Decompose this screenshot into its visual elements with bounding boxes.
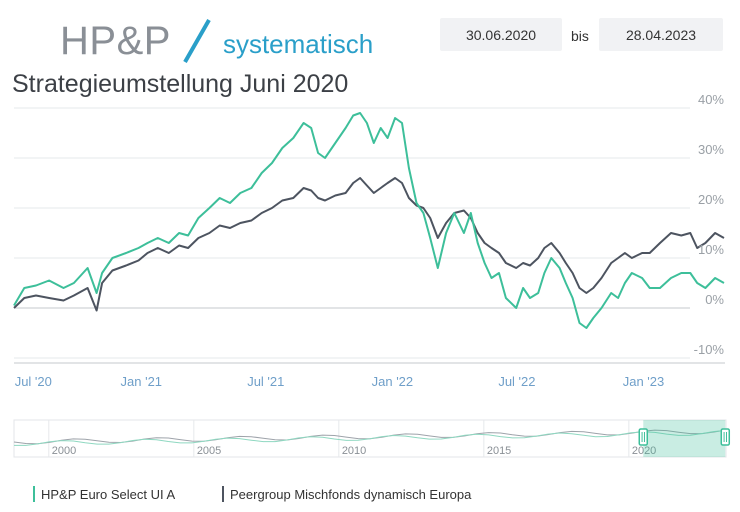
y-tick-label: 20% [698,192,724,207]
legend-item-peergroup[interactable]: Peergroup Mischfonds dynamisch Europa [222,486,471,502]
start-date-input[interactable]: 30.06.2020 [440,18,562,51]
page-title: Strategieumstellung Juni 2020 [12,70,349,98]
grid [14,107,690,359]
x-tick-label: Jan '21 [121,374,163,389]
legend-swatch-peergroup [222,486,224,502]
logo-subtitle: systematisch [222,29,374,59]
navigator-tick-label: 2000 [52,445,76,457]
navigator-tick-label: 2010 [342,445,366,457]
y-tick-label: 30% [698,142,724,157]
x-axis: Jul '20 Jan '21 Jul '21 Jan '22 Jul '22 Jan '… [14,362,725,389]
navigator-tick-label: 2005 [197,445,221,457]
end-date-input[interactable]: 28.04.2023 [599,18,723,51]
navigator-content: 2000 2005 2010 2015 2020 [13,419,731,458]
navigator-handle-right[interactable] [720,428,731,446]
y-tick-label: 10% [698,242,724,257]
logo-brand: HP&P [60,19,171,63]
y-axis: 40% 30% 20% 10% 0% -10% [694,95,725,357]
legend-label-fund: HP&P Euro Select UI A [41,486,176,502]
navigator-tick-label: 2015 [487,445,511,457]
logo: HP&P systematisch [60,18,373,64]
legend-swatch-fund [33,486,35,502]
y-tick-label: -10% [694,342,725,357]
navigator-selection[interactable] [643,420,726,457]
x-tick-label: Jul '21 [247,374,284,389]
series-line-0[interactable] [13,112,725,329]
x-tick-label: Jul '20 [15,374,52,389]
series-line-1[interactable] [13,177,725,312]
legend-label-peergroup: Peergroup Mischfonds dynamisch Europa [230,486,472,502]
date-separator: bis [571,28,589,44]
series-group [13,112,725,329]
navigator-handle-left[interactable] [638,428,649,446]
performance-chart: 40% 30% 20% 10% 0% -10% Jul '20 Jan '21 Jul '21… [13,95,725,389]
navigator-tick-label: 2020 [632,445,656,457]
y-tick-label: 40% [698,95,724,107]
x-tick-label: Jul '22 [498,374,535,389]
legend: HP&P Euro Select UI A Peergroup Mischfon… [0,480,740,508]
range-navigator[interactable]: 2000 2005 2010 2015 2020 [0,415,740,463]
x-tick-label: Jan '23 [623,374,665,389]
legend-item-fund[interactable]: HP&P Euro Select UI A [33,486,175,502]
y-tick-label: 0% [705,292,724,307]
logo-slash-icon [183,19,211,63]
x-tick-label: Jan '22 [372,374,414,389]
navigator-series-fund [14,430,727,446]
